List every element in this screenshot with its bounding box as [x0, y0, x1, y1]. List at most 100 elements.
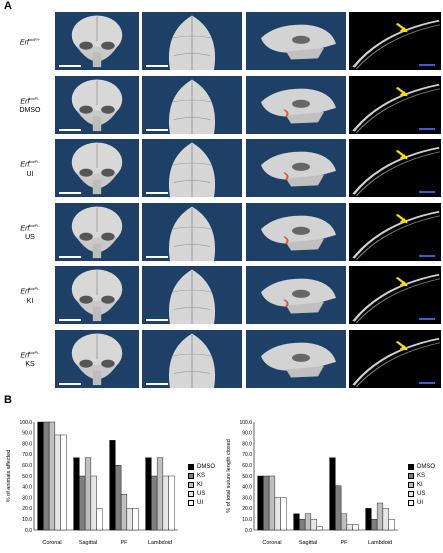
skull-dorsal-view	[142, 12, 242, 70]
scale-bar	[59, 192, 81, 194]
skull-lateral-view	[246, 12, 346, 70]
legend-swatch	[408, 490, 414, 497]
bar-ki-coronal	[268, 475, 276, 531]
gene-name: Erf	[20, 225, 30, 233]
image-row: ErfloxP/+	[6, 10, 442, 72]
bar-chart: 0.0 10.0 20.0 30.0 40.0 50.0 60.0 70.0 80.0 90.0 1…	[6, 420, 178, 546]
bar-ui-lambdoid	[388, 518, 395, 531]
legend-item: US	[408, 489, 435, 498]
legend-swatch	[408, 499, 414, 506]
panel-b-label: B	[4, 394, 12, 406]
legend-item: KS	[188, 471, 215, 480]
skull-dorsal-view	[142, 329, 242, 388]
bar-ui-pf	[132, 508, 139, 531]
bar-us-coronal	[274, 497, 281, 531]
legend-swatch	[188, 463, 194, 470]
legend-swatch	[408, 463, 414, 470]
bar-dmso-coronal	[257, 475, 264, 531]
bar-dmso-coronal	[37, 421, 44, 531]
genotype-superscript: loxP/-	[29, 286, 40, 292]
legend-item: KS	[408, 471, 435, 480]
bar-ki-sagittal	[84, 457, 92, 531]
scale-bar	[59, 382, 81, 385]
ct-section-view	[349, 329, 441, 388]
bar-ui-coronal	[60, 434, 67, 531]
bar-ks-pf	[115, 465, 122, 531]
legend-item: UI	[188, 498, 215, 507]
bar-ki-sagittal	[304, 513, 312, 531]
y-tick-label: 100.0	[19, 420, 32, 426]
bar-ki-lambdoid	[376, 502, 384, 531]
skull-frontal-view	[55, 266, 139, 324]
ct-section-view	[349, 266, 441, 324]
skull-frontal-view	[55, 202, 139, 261]
x-category-label: Coronal	[42, 540, 61, 546]
treatment-label: KS	[25, 361, 35, 369]
treatment-label: KI	[26, 297, 34, 305]
y-tick-label: 70.0	[22, 452, 32, 458]
legend-label: UI	[417, 499, 423, 506]
scale-bar	[419, 381, 435, 384]
skull-frontal-view	[55, 329, 139, 388]
legend-item: UI	[408, 498, 435, 507]
y-tick-label: 10.0	[242, 517, 252, 523]
x-category-label: Coronal	[262, 540, 281, 546]
gene-name: Erf	[20, 161, 30, 169]
bar-ks-lambdoid	[151, 475, 158, 531]
chart-animals-affected: 0.0 10.0 20.0 30.0 40.0 50.0 60.0 70.0 80.0 90.0 1…	[2, 418, 182, 548]
skull-frontal-view	[55, 139, 139, 197]
skull-dorsal-view	[142, 202, 242, 261]
y-tick-label: 0.0	[25, 528, 32, 534]
ct-section-view	[349, 75, 441, 134]
bar-dmso-pf	[109, 440, 116, 531]
skull-lateral-view	[246, 75, 346, 134]
x-category-label: Lambdoid	[368, 540, 392, 546]
genotype-superscript: loxP/-	[29, 159, 40, 165]
bar-dmso-sagittal	[293, 513, 300, 531]
legend-item: US	[188, 489, 215, 498]
skull-dorsal-view	[142, 75, 242, 134]
legend-item: DMSO	[188, 462, 215, 471]
skull-lateral-view	[246, 329, 346, 388]
scale-bar	[146, 255, 168, 258]
legend-label: US	[417, 490, 426, 497]
y-tick-label: 10.0	[22, 517, 32, 523]
scale-bar	[419, 318, 435, 320]
skull-lateral-view	[246, 266, 346, 324]
genotype-superscript: loxP/+	[28, 36, 41, 42]
genotype-superscript: loxP/-	[29, 95, 40, 101]
y-tick-label: 40.0	[242, 485, 252, 491]
legend-item: KI	[408, 480, 435, 489]
scale-bar	[146, 382, 168, 385]
bar-dmso-pf	[329, 457, 336, 531]
image-row: ErfloxP/- KI	[6, 264, 442, 326]
bar-us-pf	[346, 524, 353, 531]
legend-swatch	[188, 490, 194, 497]
y-tick-label: 30.0	[242, 495, 252, 501]
scale-bar	[419, 127, 435, 130]
bar-us-lambdoid	[382, 508, 389, 531]
image-row: ErfloxP/- DMSO	[6, 74, 442, 136]
x-category-label: PF	[340, 540, 348, 546]
scale-bar	[59, 255, 81, 258]
x-category-label: Lambdoid	[148, 540, 172, 546]
ct-section-view	[349, 12, 441, 70]
y-axis-label: % of animals affected	[6, 450, 12, 502]
y-tick-label: 20.0	[242, 506, 252, 512]
legend-label: DMSO	[197, 463, 215, 470]
bar-ki-coronal	[48, 421, 56, 531]
bar-ui-lambdoid	[168, 475, 175, 531]
gene-name: Erf	[20, 288, 30, 296]
bar-chart: 0.0 10.0 20.0 30.0 40.0 50.0 60.0 70.0 80.0 90.0 1…	[226, 420, 398, 546]
row-genotype-label: ErfloxP/- KI	[6, 264, 54, 326]
legend-swatch	[188, 481, 194, 488]
legend-animals-affected: DMSO KS KI US UI	[188, 462, 215, 507]
legend-item: DMSO	[408, 462, 435, 471]
bar-ui-sagittal	[316, 526, 323, 531]
scale-bar	[59, 65, 81, 67]
y-tick-label: 60.0	[242, 463, 252, 469]
scale-bar	[146, 65, 168, 67]
bar-ki-pf	[340, 513, 348, 531]
x-category-label: PF	[120, 540, 128, 546]
legend-label: KS	[417, 472, 426, 479]
